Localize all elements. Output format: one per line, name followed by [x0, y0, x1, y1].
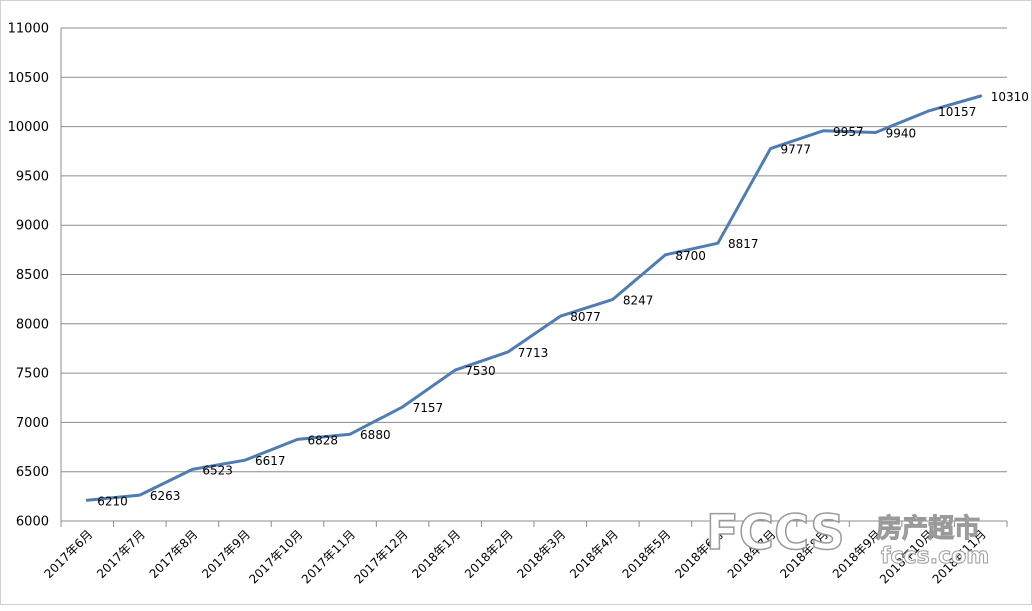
x-tick-label: 2018年4月: [567, 527, 621, 581]
data-label: 6617: [255, 454, 286, 468]
y-tick-label: 7000: [16, 416, 49, 431]
y-tick-label: 10500: [8, 71, 49, 86]
x-tick-label: 2017年11月: [299, 527, 358, 586]
data-label: 10310: [991, 90, 1029, 104]
series-line-group: [85, 94, 983, 502]
x-tick-label: 2017年12月: [351, 527, 410, 586]
x-tick-label: 2017年7月: [94, 527, 148, 581]
series-line: [85, 94, 983, 502]
data-labels: 6210 6263 6523 6617 6828 6880 7157 7530 7713 8077…: [97, 90, 1029, 508]
data-label: 6210: [97, 494, 128, 508]
y-tick-label: 6000: [16, 515, 49, 530]
data-label: 9940: [886, 127, 917, 141]
data-label: 6263: [150, 489, 181, 503]
data-label: 6880: [360, 428, 391, 442]
data-label: 10157: [938, 105, 976, 119]
y-tick-label: 8000: [16, 317, 49, 332]
data-label: 8077: [570, 310, 601, 324]
x-tick-label: 2017年10月: [246, 527, 305, 586]
data-label: 6523: [202, 463, 233, 477]
data-label: 9957: [833, 125, 864, 139]
data-label: 7530: [465, 364, 496, 378]
y-tick-label: 11000: [8, 22, 49, 37]
y-tick-label: 9500: [16, 169, 49, 184]
x-tick-label: 2018年2月: [462, 527, 516, 581]
x-tick-label: 2017年9月: [199, 527, 253, 581]
data-label: 7157: [413, 401, 444, 415]
x-tick-label: 2018年5月: [620, 527, 674, 581]
data-label: 7713: [518, 346, 549, 360]
data-label: 9777: [781, 143, 812, 157]
y-tick-label: 9000: [16, 219, 49, 234]
y-tick-label: 7500: [16, 367, 49, 382]
y-tick-labels: 6000 6500 7000 7500 8000 8500 9000 9500 10000 105…: [8, 22, 49, 530]
axes: [60, 28, 1008, 527]
x-tick-label: 2018年1月: [409, 527, 463, 581]
data-label: 8700: [675, 249, 706, 263]
data-label: 6828: [308, 433, 339, 447]
watermark-domain: fccs.com: [881, 544, 989, 569]
y-tick-label: 10000: [8, 120, 49, 135]
y-tick-label: 8500: [16, 268, 49, 283]
y-tick-label: 6500: [16, 465, 49, 480]
watermark-brand: FCCS: [706, 505, 845, 561]
x-tick-label: 2017年8月: [147, 527, 201, 581]
fccs-watermark-logo: FCCS 房产超市 fccs.com: [706, 504, 990, 569]
gridlines: [61, 27, 1007, 473]
x-tick-label: 2018年3月: [515, 527, 569, 581]
data-label: 8817: [728, 237, 759, 251]
x-tick-label: 2017年6月: [42, 527, 96, 581]
data-label: 8247: [623, 293, 654, 307]
watermark-cn-text: 房产超市: [876, 513, 980, 544]
